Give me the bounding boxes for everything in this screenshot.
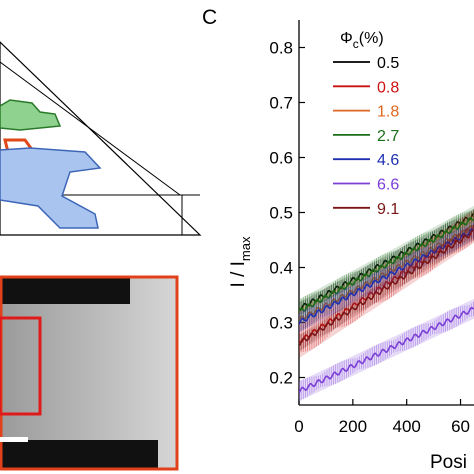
x-tick-label: 0 (294, 417, 303, 436)
series-2-7 (299, 205, 474, 324)
green-layer (0, 99, 62, 131)
legend: Φc(%) 0.5 0.8 1.8 2.7 4.6 6.6 9.1 (333, 30, 399, 218)
legend-title: Φc(%) (340, 30, 384, 51)
legend-entry: 0.5 (377, 55, 399, 72)
schematic-panel (0, 41, 202, 236)
micrograph-image (0, 276, 178, 470)
y-tick-label: 0.6 (269, 149, 293, 168)
legend-entry: 4.6 (377, 152, 399, 169)
error-band (299, 298, 474, 402)
legend-entry: 0.8 (377, 79, 399, 96)
series-line (299, 228, 474, 325)
error-band (299, 220, 474, 333)
series-9-1 (299, 223, 474, 352)
series-line (299, 225, 474, 321)
x-axis-label: Posi (430, 452, 467, 473)
series-line (299, 306, 474, 394)
series-line (299, 229, 474, 347)
y-tick-label: 0.8 (269, 39, 293, 58)
blue-layer (0, 147, 102, 229)
top-wall (0, 276, 130, 304)
frame-line (0, 61, 181, 196)
scale-bar (0, 437, 28, 442)
y-axis-label: I / Imax (228, 236, 253, 287)
panel-letter: C (202, 6, 217, 29)
series-6-6 (299, 298, 474, 402)
y-tick-label: 0.4 (269, 259, 293, 278)
legend-entry: 9.1 (377, 201, 399, 218)
error-band (299, 215, 474, 331)
legend-entry: 1.8 (377, 104, 399, 121)
x-tick-label: 60 (451, 417, 470, 436)
x-tick-label: 200 (339, 417, 367, 436)
series-group (299, 205, 474, 402)
x-tick-label: 400 (393, 417, 421, 436)
y-tick-label: 0.3 (269, 314, 293, 333)
legend-entry: 2.7 (377, 128, 399, 145)
region-of-interest (0, 316, 42, 416)
micrograph-panel (0, 275, 179, 471)
plot-area: 0.2 0.3 0.4 0.5 0.6 0.7 0.8 0 200 400 60 (269, 20, 474, 436)
channel-frame (0, 41, 202, 236)
bottom-wall (0, 440, 158, 470)
legend-entry: 6.6 (377, 177, 399, 194)
series-4-6 (299, 220, 474, 333)
series-line (299, 217, 474, 312)
y-tick-label: 0.2 (269, 369, 293, 388)
y-tick-label: 0.5 (269, 204, 293, 223)
y-tick-label: 0.7 (269, 94, 293, 113)
